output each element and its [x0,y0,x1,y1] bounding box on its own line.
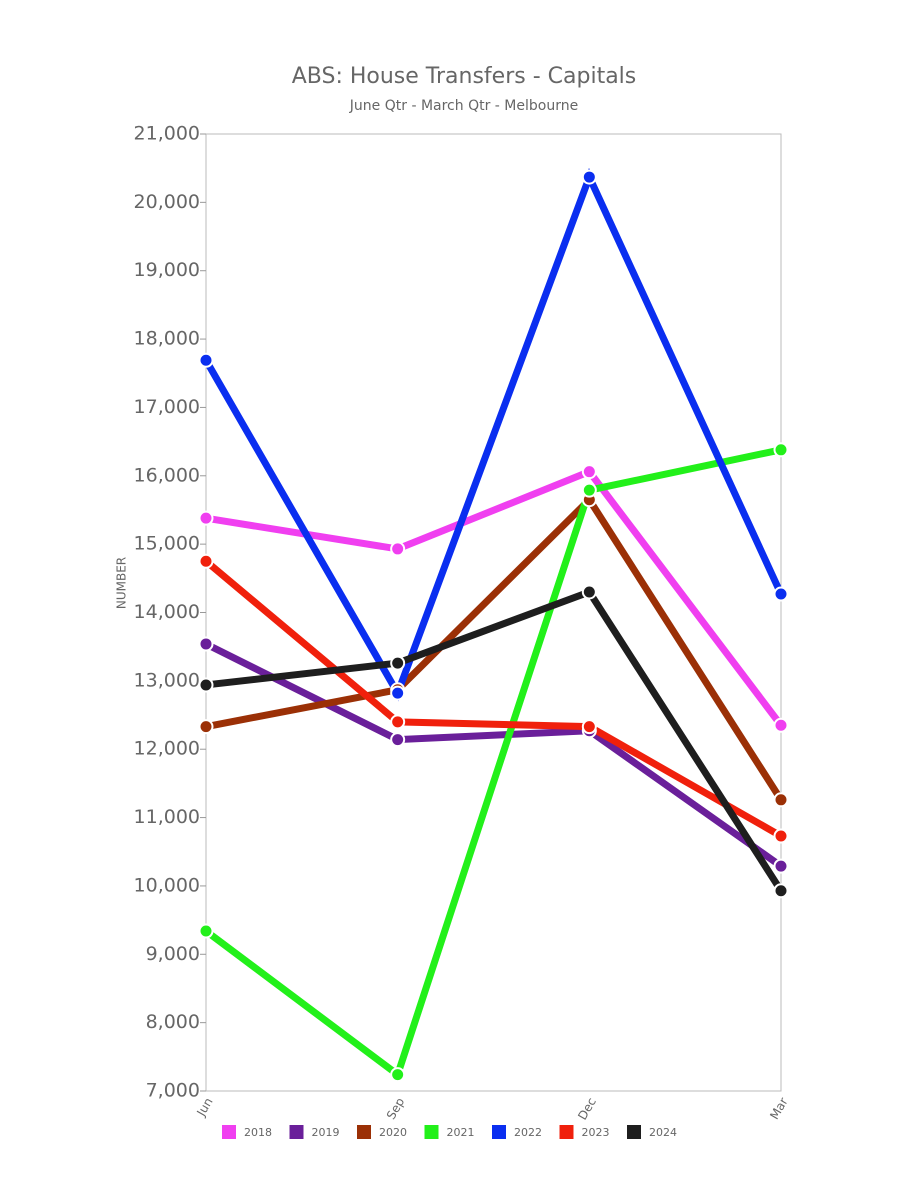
y-tick-label: 19,000 [134,259,200,281]
data-point [773,883,789,899]
data-point [198,352,214,368]
data-point [581,169,597,185]
y-tick-label: 10,000 [134,874,200,896]
data-point [198,719,214,735]
y-tick-label: 14,000 [134,601,200,623]
data-point [198,923,214,939]
legend-swatch [289,1125,304,1139]
data-point [773,442,789,458]
legend-label: 2024 [649,1126,677,1139]
data-point [198,510,214,526]
x-tick-label: Dec [575,1095,599,1122]
series-line [203,446,782,1081]
series-line [204,640,784,869]
data-point [773,586,789,602]
y-tick-label: 18,000 [134,328,200,350]
data-point [198,636,214,652]
legend-label: 2020 [379,1126,407,1139]
y-tick-label: 20,000 [134,191,200,213]
legend-label: 2022 [514,1126,542,1139]
legend-swatch [222,1125,236,1139]
data-point [390,685,406,701]
legend-swatch [424,1125,439,1139]
x-tick-label: Mar [767,1095,790,1122]
y-tick-label: 12,000 [134,738,200,760]
data-point [581,482,597,498]
series-line [205,494,784,802]
legend-label: 2019 [312,1126,340,1139]
x-tick-label: Sep [384,1095,407,1122]
y-tick-label: 13,000 [134,669,200,691]
y-tick-label: 21,000 [134,123,200,145]
data-point [581,464,597,480]
data-point [198,553,214,569]
legend-swatch [357,1125,371,1139]
legend-label: 2018 [244,1126,272,1139]
legend-label: 2021 [447,1126,475,1139]
y-tick-label: 9,000 [146,943,200,965]
legend-swatch [627,1125,641,1139]
data-point [773,717,789,733]
data-point [773,792,789,808]
y-tick-label: 8,000 [146,1011,200,1033]
chart-title: ABS: House Transfers - Capitals [292,64,637,89]
data-point [390,714,406,730]
y-tick-label: 15,000 [134,533,200,555]
y-tick-label: 7,000 [146,1080,200,1102]
legend-label: 2023 [582,1126,610,1139]
chart-subtitle: June Qtr - March Qtr - Melbourne [349,98,578,114]
data-point [390,732,406,748]
y-tick-label: 17,000 [134,396,200,418]
legend-swatch [492,1125,506,1139]
data-point [390,655,406,671]
data-point [773,828,789,844]
data-point [773,858,789,874]
y-tick-label: 11,000 [134,806,200,828]
data-point [581,719,597,735]
series-line [203,558,783,840]
data-point [198,677,214,693]
y-axis-label: NUMBER [115,557,129,609]
series-line [205,587,784,893]
legend-swatch [559,1125,574,1139]
data-point [581,584,597,600]
data-point [390,1067,406,1083]
data-point [390,541,406,557]
y-tick-label: 16,000 [134,464,200,486]
series-line [202,167,785,702]
